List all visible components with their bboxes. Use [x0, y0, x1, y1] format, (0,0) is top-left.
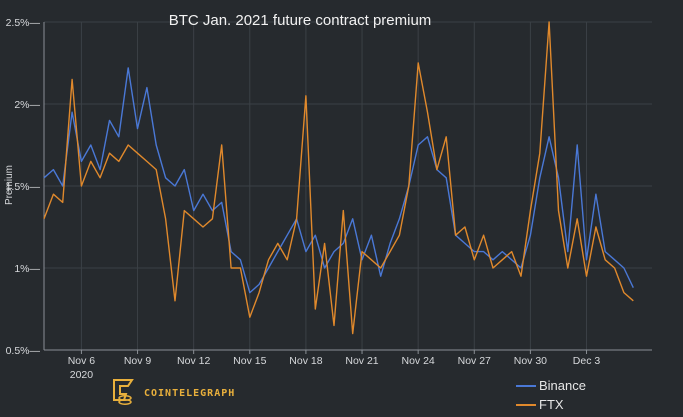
legend-label-ftx: FTX — [539, 397, 564, 412]
legend: Binance FTX — [516, 378, 586, 412]
x-tick-label: Nov 12 — [177, 355, 210, 367]
cointelegraph-logo-icon — [113, 379, 134, 405]
tick-labels: 0.5%— 1%— 1.5%— 2%— 2.5%— Nov 6 Nov 9 Nov 12 Nov… — [6, 17, 601, 367]
x-tick-label: Nov 30 — [514, 355, 547, 367]
x-tick-label: Nov 6 — [68, 355, 96, 367]
x-axis-year-label: 2020 — [70, 369, 94, 381]
series-lines — [43, 21, 634, 335]
series-line-ftx — [43, 21, 634, 335]
y-tick-label: 1%— — [14, 263, 40, 275]
x-tick-label: Nov 9 — [124, 355, 152, 367]
brand-name: COINTELEGRAPH — [144, 388, 235, 399]
x-tick-label: Dec 3 — [573, 355, 601, 367]
series-line-binance — [43, 67, 634, 294]
axes — [43, 22, 652, 351]
x-tick-label: Nov 21 — [345, 355, 378, 367]
x-tick-label: Nov 15 — [233, 355, 266, 367]
y-tick-label: 2.5%— — [6, 17, 41, 29]
x-tick-label: Nov 24 — [402, 355, 435, 367]
legend-label-binance: Binance — [539, 378, 586, 393]
grid-lines — [44, 21, 652, 354]
y-tick-label: 1.5%— — [6, 181, 41, 193]
y-tick-label: 0.5%— — [6, 345, 41, 357]
x-tick-label: Nov 27 — [458, 355, 491, 367]
brand-logo: COINTELEGRAPH — [113, 379, 235, 405]
chart-title: BTC Jan. 2021 future contract premium — [169, 12, 432, 29]
x-tick-label: Nov 18 — [289, 355, 322, 367]
y-tick-label: 2%— — [14, 99, 40, 111]
y-axis-title: Premium — [4, 165, 15, 205]
